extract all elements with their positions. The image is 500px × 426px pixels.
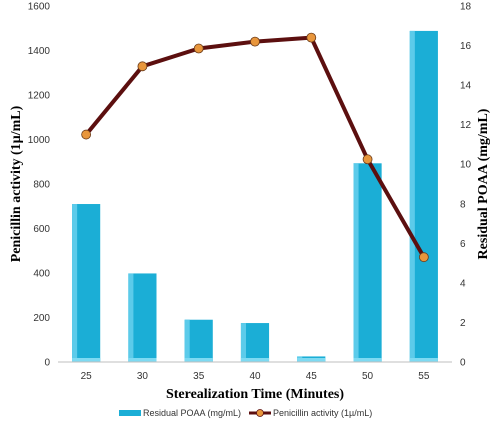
bar-base	[409, 358, 438, 362]
line-series	[81, 32, 429, 263]
right-y-axis-ticks: 0 2 4 6 8 10 12 14 16 18	[460, 2, 472, 369]
left-y-tick-label: 0	[44, 358, 50, 369]
x-axis-ticks: 25 30 35 40 45 50 55	[81, 371, 430, 382]
x-tick-label: 25	[81, 371, 93, 382]
bar-base	[184, 358, 213, 362]
left-y-axis-title: Penicillin activity (1µ/mL)	[9, 105, 24, 262]
bar-highlight	[240, 323, 246, 362]
right-y-tick-label: 8	[460, 199, 466, 210]
x-tick-label: 55	[418, 371, 430, 382]
legend-item-residual-poaa: Residual POAA (mg/mL)	[119, 408, 241, 418]
left-y-axis-ticks: 0 200 400 600 800 1000 1200 1400 1600	[28, 2, 51, 369]
right-y-tick-label: 12	[460, 120, 472, 131]
x-tick-label: 45	[306, 371, 318, 382]
left-y-tick-label: 1200	[28, 91, 51, 102]
right-y-tick-label: 16	[460, 41, 472, 52]
legend: Residual POAA (mg/mL) Penicillin activit…	[119, 408, 372, 418]
x-axis-title: Sterealization Time (Minutes)	[166, 387, 344, 402]
right-y-tick-label: 0	[460, 358, 466, 369]
legend-label-penicillin-activity: Penicillin activity (1µ/mL)	[273, 408, 372, 418]
bar-highlight	[353, 163, 359, 362]
right-y-tick-label: 14	[460, 81, 472, 92]
bar-base	[128, 358, 157, 362]
line-point	[81, 129, 92, 140]
left-y-tick-label: 600	[33, 224, 50, 235]
left-y-tick-label: 400	[33, 269, 50, 280]
x-tick-label: 50	[362, 371, 374, 382]
bar-highlight	[184, 319, 190, 362]
bar-base	[240, 358, 270, 362]
line-point	[306, 32, 317, 43]
legend-item-penicillin-activity: Penicillin activity (1µ/mL)	[249, 408, 372, 418]
left-y-tick-label: 800	[33, 180, 50, 191]
left-y-tick-label: 1600	[28, 2, 51, 13]
left-y-tick-label: 1000	[28, 135, 51, 146]
bar-base	[297, 358, 326, 362]
legend-swatch-marker	[256, 409, 264, 417]
legend-label-residual-poaa: Residual POAA (mg/mL)	[143, 408, 241, 418]
bar-base	[72, 358, 101, 362]
right-y-axis-title: Residual POAA (mg/mL)	[476, 108, 491, 259]
line-point	[137, 61, 148, 72]
left-y-tick-label: 200	[33, 313, 50, 324]
right-y-tick-label: 2	[460, 318, 466, 329]
bar-highlight	[128, 273, 134, 362]
bar-highlight	[72, 204, 78, 362]
right-y-tick-label: 10	[460, 160, 472, 171]
line-point	[418, 252, 429, 263]
line-point	[362, 154, 373, 165]
x-tick-label: 35	[193, 371, 205, 382]
right-y-tick-label: 18	[460, 2, 472, 13]
right-y-tick-label: 4	[460, 278, 466, 289]
x-tick-label: 30	[137, 371, 149, 382]
left-y-tick-label: 1400	[28, 46, 51, 57]
line-point	[193, 43, 204, 54]
line-point	[250, 36, 260, 47]
x-tick-label: 40	[249, 371, 261, 382]
legend-swatch-bar	[119, 410, 141, 416]
bar-series	[72, 30, 438, 362]
bar-base	[353, 358, 382, 362]
right-y-tick-label: 6	[460, 239, 466, 250]
bar-highlight	[409, 30, 415, 362]
